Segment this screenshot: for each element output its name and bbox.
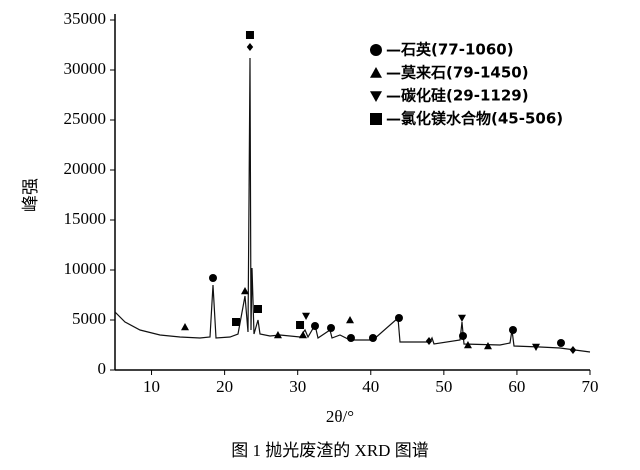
- marker: [299, 331, 308, 339]
- marker: [556, 339, 565, 347]
- xrd-line: [114, 57, 591, 353]
- marker: [457, 314, 466, 322]
- marker: [346, 334, 355, 342]
- legend-symbol: [370, 44, 382, 56]
- y-tick-label: 25000: [64, 109, 107, 128]
- x-tick-label: 10: [143, 377, 160, 396]
- legend-symbol: [370, 91, 382, 102]
- x-axis-label: 2θ/°: [326, 407, 354, 426]
- legend-symbol: [370, 67, 382, 78]
- marker: [463, 341, 472, 349]
- marker: [241, 287, 250, 295]
- marker: [254, 305, 263, 313]
- y-tick-label: 20000: [64, 159, 107, 178]
- legend-symbol: [370, 113, 382, 125]
- marker: [273, 331, 282, 339]
- y-tick-label: 15000: [64, 209, 107, 228]
- legend-label: —碳化硅(29-1129): [386, 87, 529, 105]
- x-tick-label: 50: [435, 377, 452, 396]
- marker: [246, 43, 254, 51]
- marker: [181, 323, 190, 331]
- marker: [232, 318, 241, 326]
- legend-label: —氯化镁水合物(45-506): [386, 110, 563, 128]
- marker: [296, 321, 305, 329]
- y-tick-label: 10000: [64, 259, 107, 278]
- x-tick-label: 60: [508, 377, 525, 396]
- y-tick-label: 35000: [64, 9, 107, 28]
- x-tick-label: 70: [582, 377, 599, 396]
- y-tick-label: 0: [98, 359, 107, 378]
- x-tick-label: 20: [216, 377, 233, 396]
- marker: [327, 324, 336, 332]
- marker: [368, 334, 377, 342]
- y-axis-label: 峰强: [21, 178, 40, 212]
- marker: [569, 346, 577, 354]
- marker: [311, 322, 320, 330]
- marker: [458, 332, 467, 340]
- legend-label: —莫来石(79-1450): [386, 64, 529, 82]
- marker: [483, 342, 492, 350]
- y-tick-label: 30000: [64, 59, 107, 78]
- marker: [394, 314, 403, 322]
- marker: [208, 274, 217, 282]
- marker: [302, 312, 311, 320]
- marker: [425, 337, 433, 345]
- x-tick-label: 40: [362, 377, 379, 396]
- marker: [346, 316, 355, 324]
- caption: 图 1 抛光废渣的 XRD 图谱: [231, 441, 428, 460]
- y-tick-label: 5000: [72, 309, 106, 328]
- legend-label: —石英(77-1060): [386, 41, 514, 59]
- x-tick-label: 30: [289, 377, 306, 396]
- marker: [245, 31, 254, 39]
- marker: [531, 343, 540, 351]
- marker: [508, 326, 517, 334]
